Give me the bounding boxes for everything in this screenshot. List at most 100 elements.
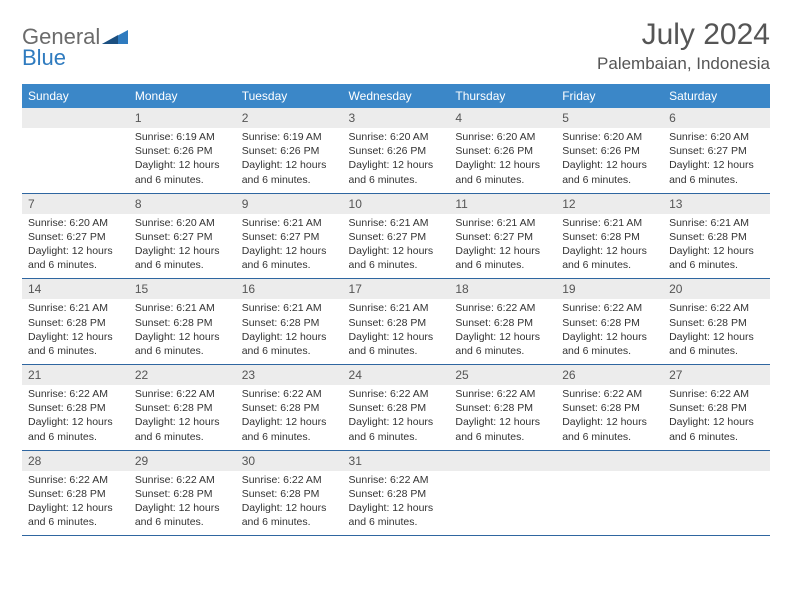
day-number: 22 — [129, 365, 236, 385]
day-number — [556, 451, 663, 471]
day-number — [449, 451, 556, 471]
day-info: Sunrise: 6:21 AMSunset: 6:28 PMDaylight:… — [663, 214, 770, 279]
title-block: July 2024 Palembaian, Indonesia — [597, 18, 770, 74]
weekday-header-tuesday: Tuesday — [236, 84, 343, 108]
day-number-cell: 6 — [663, 108, 770, 128]
day-number: 25 — [449, 365, 556, 385]
day-number-cell: 2 — [236, 108, 343, 128]
day-info-row: Sunrise: 6:19 AMSunset: 6:26 PMDaylight:… — [22, 128, 770, 193]
day-number-row: 14151617181920 — [22, 279, 770, 300]
day-number: 28 — [22, 451, 129, 471]
day-number-cell: 26 — [556, 365, 663, 386]
day-number: 5 — [556, 108, 663, 128]
day-number: 12 — [556, 194, 663, 214]
day-info: Sunrise: 6:21 AMSunset: 6:27 PMDaylight:… — [236, 214, 343, 279]
day-info-cell: Sunrise: 6:22 AMSunset: 6:28 PMDaylight:… — [343, 471, 450, 536]
day-info-cell: Sunrise: 6:22 AMSunset: 6:28 PMDaylight:… — [663, 385, 770, 450]
day-info: Sunrise: 6:20 AMSunset: 6:27 PMDaylight:… — [22, 214, 129, 279]
day-number-cell: 17 — [343, 279, 450, 300]
day-info: Sunrise: 6:21 AMSunset: 6:27 PMDaylight:… — [343, 214, 450, 279]
day-number-cell: 16 — [236, 279, 343, 300]
day-number: 8 — [129, 194, 236, 214]
day-number-row: 123456 — [22, 108, 770, 128]
day-number-cell: 18 — [449, 279, 556, 300]
day-number — [22, 108, 129, 128]
day-info: Sunrise: 6:21 AMSunset: 6:27 PMDaylight:… — [449, 214, 556, 279]
day-info-cell: Sunrise: 6:22 AMSunset: 6:28 PMDaylight:… — [129, 471, 236, 536]
day-info-cell: Sunrise: 6:20 AMSunset: 6:27 PMDaylight:… — [129, 214, 236, 279]
day-number-cell: 29 — [129, 450, 236, 471]
day-number: 14 — [22, 279, 129, 299]
calendar-body: 123456Sunrise: 6:19 AMSunset: 6:26 PMDay… — [22, 108, 770, 536]
day-number-cell: 12 — [556, 193, 663, 214]
day-info-cell: Sunrise: 6:22 AMSunset: 6:28 PMDaylight:… — [343, 385, 450, 450]
day-info-cell: Sunrise: 6:22 AMSunset: 6:28 PMDaylight:… — [449, 299, 556, 364]
day-number-cell: 11 — [449, 193, 556, 214]
day-info: Sunrise: 6:21 AMSunset: 6:28 PMDaylight:… — [236, 299, 343, 364]
day-number-cell: 23 — [236, 365, 343, 386]
day-number-cell: 5 — [556, 108, 663, 128]
weekday-header-sunday: Sunday — [22, 84, 129, 108]
month-title: July 2024 — [597, 18, 770, 52]
day-info-cell: Sunrise: 6:22 AMSunset: 6:28 PMDaylight:… — [236, 385, 343, 450]
logo: General Blue — [22, 24, 128, 69]
day-info: Sunrise: 6:22 AMSunset: 6:28 PMDaylight:… — [236, 471, 343, 536]
day-info: Sunrise: 6:19 AMSunset: 6:26 PMDaylight:… — [236, 128, 343, 193]
day-number-cell — [449, 450, 556, 471]
location: Palembaian, Indonesia — [597, 54, 770, 74]
day-info-cell: Sunrise: 6:21 AMSunset: 6:28 PMDaylight:… — [343, 299, 450, 364]
day-number: 10 — [343, 194, 450, 214]
day-number: 4 — [449, 108, 556, 128]
day-info: Sunrise: 6:22 AMSunset: 6:28 PMDaylight:… — [449, 385, 556, 450]
day-info: Sunrise: 6:22 AMSunset: 6:28 PMDaylight:… — [22, 385, 129, 450]
day-info-cell: Sunrise: 6:20 AMSunset: 6:27 PMDaylight:… — [663, 128, 770, 193]
day-info: Sunrise: 6:22 AMSunset: 6:28 PMDaylight:… — [663, 385, 770, 450]
calendar-weekday-header: SundayMondayTuesdayWednesdayThursdayFrid… — [22, 84, 770, 108]
day-info-cell: Sunrise: 6:22 AMSunset: 6:28 PMDaylight:… — [663, 299, 770, 364]
day-number-cell: 15 — [129, 279, 236, 300]
day-number: 19 — [556, 279, 663, 299]
day-info: Sunrise: 6:22 AMSunset: 6:28 PMDaylight:… — [663, 299, 770, 364]
day-number-cell: 14 — [22, 279, 129, 300]
logo-triangle-icon — [102, 30, 128, 44]
day-number: 13 — [663, 194, 770, 214]
day-number-cell: 3 — [343, 108, 450, 128]
day-number: 24 — [343, 365, 450, 385]
day-number-cell: 19 — [556, 279, 663, 300]
day-info-row: Sunrise: 6:21 AMSunset: 6:28 PMDaylight:… — [22, 299, 770, 364]
day-info: Sunrise: 6:21 AMSunset: 6:28 PMDaylight:… — [343, 299, 450, 364]
logo-word-blue: Blue — [22, 48, 128, 69]
day-number: 31 — [343, 451, 450, 471]
day-number-cell: 13 — [663, 193, 770, 214]
day-number: 16 — [236, 279, 343, 299]
day-number: 21 — [22, 365, 129, 385]
day-info-cell: Sunrise: 6:21 AMSunset: 6:28 PMDaylight:… — [22, 299, 129, 364]
weekday-header-thursday: Thursday — [449, 84, 556, 108]
weekday-header-wednesday: Wednesday — [343, 84, 450, 108]
day-info-cell: Sunrise: 6:21 AMSunset: 6:28 PMDaylight:… — [556, 214, 663, 279]
page-header: General Blue July 2024 Palembaian, Indon… — [22, 18, 770, 74]
day-number: 9 — [236, 194, 343, 214]
calendar-page: General Blue July 2024 Palembaian, Indon… — [0, 0, 792, 546]
day-info-cell: Sunrise: 6:21 AMSunset: 6:27 PMDaylight:… — [236, 214, 343, 279]
day-number: 6 — [663, 108, 770, 128]
day-number-cell: 30 — [236, 450, 343, 471]
day-info-cell: Sunrise: 6:21 AMSunset: 6:27 PMDaylight:… — [449, 214, 556, 279]
day-info-cell: Sunrise: 6:20 AMSunset: 6:26 PMDaylight:… — [556, 128, 663, 193]
day-number-cell: 21 — [22, 365, 129, 386]
day-number-cell: 25 — [449, 365, 556, 386]
day-info — [22, 128, 129, 188]
day-info-row: Sunrise: 6:20 AMSunset: 6:27 PMDaylight:… — [22, 214, 770, 279]
day-info-cell: Sunrise: 6:20 AMSunset: 6:27 PMDaylight:… — [22, 214, 129, 279]
day-info-cell: Sunrise: 6:21 AMSunset: 6:28 PMDaylight:… — [236, 299, 343, 364]
day-info-cell — [449, 471, 556, 536]
day-info-cell: Sunrise: 6:22 AMSunset: 6:28 PMDaylight:… — [556, 385, 663, 450]
day-number: 23 — [236, 365, 343, 385]
day-number: 3 — [343, 108, 450, 128]
day-info-cell: Sunrise: 6:20 AMSunset: 6:26 PMDaylight:… — [343, 128, 450, 193]
day-number: 27 — [663, 365, 770, 385]
day-info: Sunrise: 6:22 AMSunset: 6:28 PMDaylight:… — [22, 471, 129, 536]
day-number-cell: 31 — [343, 450, 450, 471]
day-info-cell — [663, 471, 770, 536]
day-info-cell: Sunrise: 6:21 AMSunset: 6:27 PMDaylight:… — [343, 214, 450, 279]
